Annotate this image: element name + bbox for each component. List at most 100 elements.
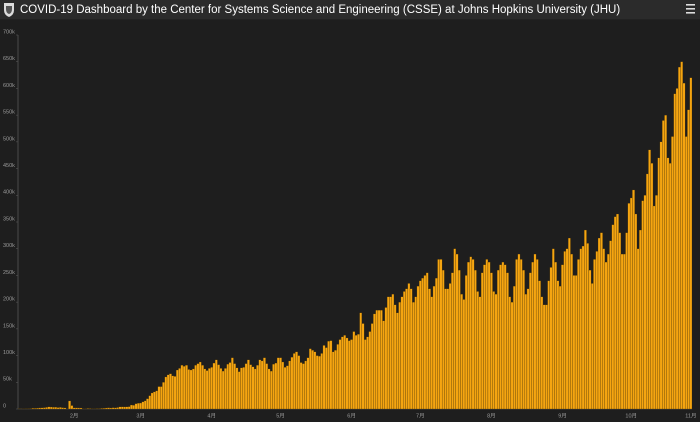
bar — [632, 189, 635, 410]
bar — [467, 261, 470, 410]
bar — [143, 400, 147, 410]
bar — [499, 264, 502, 410]
bar — [240, 367, 243, 410]
y-tick-label: 100k — [3, 350, 15, 356]
bar — [86, 408, 90, 410]
bar — [166, 374, 170, 410]
bar — [141, 401, 145, 410]
x-tick-label: 6月 — [347, 412, 356, 419]
bar — [471, 259, 475, 410]
bar — [265, 363, 269, 410]
bar — [403, 291, 406, 410]
bar — [616, 213, 619, 410]
x-tick-label: 3月 — [136, 412, 145, 419]
bar — [526, 288, 530, 410]
bar — [322, 345, 326, 410]
x-tick-label: 7月 — [416, 412, 425, 419]
bar — [61, 407, 64, 410]
bar — [169, 373, 172, 410]
bar — [208, 368, 211, 410]
bar — [396, 312, 399, 410]
bar — [256, 365, 259, 410]
bar — [164, 376, 168, 410]
y-tick-label: 300k — [3, 243, 15, 249]
bar — [593, 259, 596, 410]
bar — [283, 367, 287, 410]
bar — [171, 375, 175, 410]
bar — [453, 248, 456, 410]
bar — [668, 163, 672, 410]
bar — [538, 280, 541, 410]
bar — [384, 307, 388, 410]
bar — [231, 357, 234, 410]
bar — [657, 157, 661, 410]
bar — [419, 280, 422, 410]
bar — [451, 272, 454, 410]
bar — [254, 368, 257, 410]
bar — [38, 407, 42, 410]
bar — [655, 195, 658, 410]
y-tick-label: 0 — [3, 403, 6, 409]
bar — [352, 331, 356, 410]
bar — [274, 362, 278, 410]
bar — [577, 259, 580, 410]
bar — [272, 363, 275, 410]
bar — [111, 407, 115, 410]
bar — [194, 365, 197, 410]
bar — [602, 248, 606, 410]
bar — [600, 232, 603, 410]
bar — [153, 391, 156, 410]
bar — [327, 341, 330, 410]
bar — [540, 296, 544, 410]
bar — [311, 350, 314, 410]
bar — [338, 339, 342, 410]
bar — [68, 400, 71, 410]
bar — [121, 406, 124, 410]
bar — [400, 296, 404, 410]
bar — [597, 237, 601, 410]
bar — [210, 367, 213, 410]
bar — [618, 232, 622, 410]
bar — [198, 361, 202, 410]
bar — [329, 340, 333, 410]
bar — [421, 277, 424, 410]
bar — [370, 323, 374, 410]
bar — [414, 296, 418, 410]
menu-button[interactable] — [686, 4, 695, 14]
y-tick-label: 700k — [3, 29, 15, 35]
x-tick-label: 2月 — [70, 412, 79, 419]
bar — [52, 407, 55, 410]
y-tick-label: 400k — [3, 190, 15, 196]
bar — [196, 363, 200, 410]
bar — [641, 200, 644, 410]
bar — [490, 272, 493, 410]
bar — [364, 339, 367, 410]
bar — [297, 355, 301, 410]
plot: 0 50k 100k 150k 200k 250k 300k 350k 400k 450k 500k… — [3, 29, 696, 419]
bar — [480, 272, 484, 410]
bar — [134, 403, 138, 410]
bar — [568, 237, 571, 410]
bar — [460, 294, 463, 410]
bar — [75, 407, 78, 410]
bar — [389, 296, 392, 410]
bar — [425, 272, 429, 410]
bar — [336, 344, 340, 410]
bar — [242, 367, 246, 410]
y-tick-label: 450k — [3, 163, 15, 169]
bar — [684, 136, 688, 410]
bar — [547, 280, 550, 410]
bar — [533, 253, 537, 410]
bar — [47, 406, 51, 410]
bar — [558, 285, 562, 410]
bar — [405, 288, 408, 410]
bar — [441, 269, 445, 410]
bar — [350, 339, 353, 410]
bar — [249, 364, 252, 410]
bar — [570, 253, 573, 410]
bar — [604, 261, 608, 410]
bar — [552, 248, 555, 410]
bar — [212, 362, 216, 410]
bar — [132, 405, 136, 410]
bar — [531, 261, 534, 410]
